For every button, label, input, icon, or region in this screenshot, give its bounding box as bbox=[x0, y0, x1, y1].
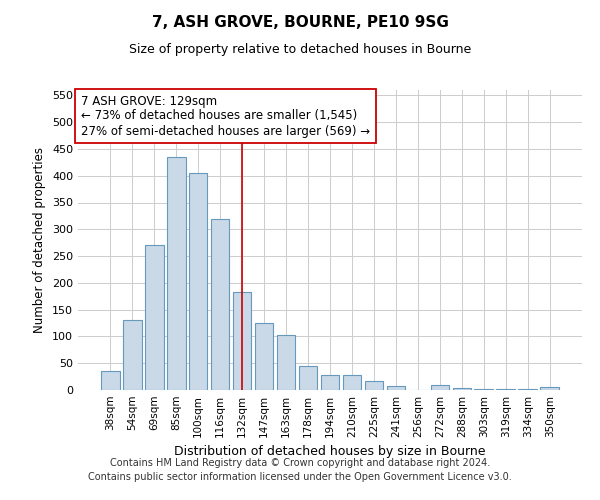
Bar bbox=[123, 320, 142, 390]
Bar bbox=[101, 371, 119, 390]
Y-axis label: Number of detached properties: Number of detached properties bbox=[34, 147, 46, 333]
Bar bbox=[496, 389, 515, 390]
Bar bbox=[320, 375, 340, 390]
Text: Contains HM Land Registry data © Crown copyright and database right 2024.: Contains HM Land Registry data © Crown c… bbox=[110, 458, 490, 468]
Text: 7 ASH GROVE: 129sqm
← 73% of detached houses are smaller (1,545)
27% of semi-det: 7 ASH GROVE: 129sqm ← 73% of detached ho… bbox=[80, 94, 370, 138]
Bar bbox=[299, 366, 317, 390]
Bar bbox=[386, 386, 405, 390]
Text: Size of property relative to detached houses in Bourne: Size of property relative to detached ho… bbox=[129, 42, 471, 56]
Bar bbox=[431, 384, 449, 390]
Bar bbox=[211, 218, 229, 390]
Bar bbox=[167, 157, 185, 390]
Bar bbox=[475, 389, 493, 390]
Bar bbox=[189, 173, 208, 390]
Bar bbox=[365, 381, 383, 390]
Text: 7, ASH GROVE, BOURNE, PE10 9SG: 7, ASH GROVE, BOURNE, PE10 9SG bbox=[152, 15, 448, 30]
Bar bbox=[343, 375, 361, 390]
Bar bbox=[518, 389, 537, 390]
Bar bbox=[452, 388, 471, 390]
Bar bbox=[145, 246, 164, 390]
Bar bbox=[255, 323, 274, 390]
Bar bbox=[277, 335, 295, 390]
Text: Contains public sector information licensed under the Open Government Licence v3: Contains public sector information licen… bbox=[88, 472, 512, 482]
X-axis label: Distribution of detached houses by size in Bourne: Distribution of detached houses by size … bbox=[174, 446, 486, 458]
Bar bbox=[233, 292, 251, 390]
Bar bbox=[541, 387, 559, 390]
